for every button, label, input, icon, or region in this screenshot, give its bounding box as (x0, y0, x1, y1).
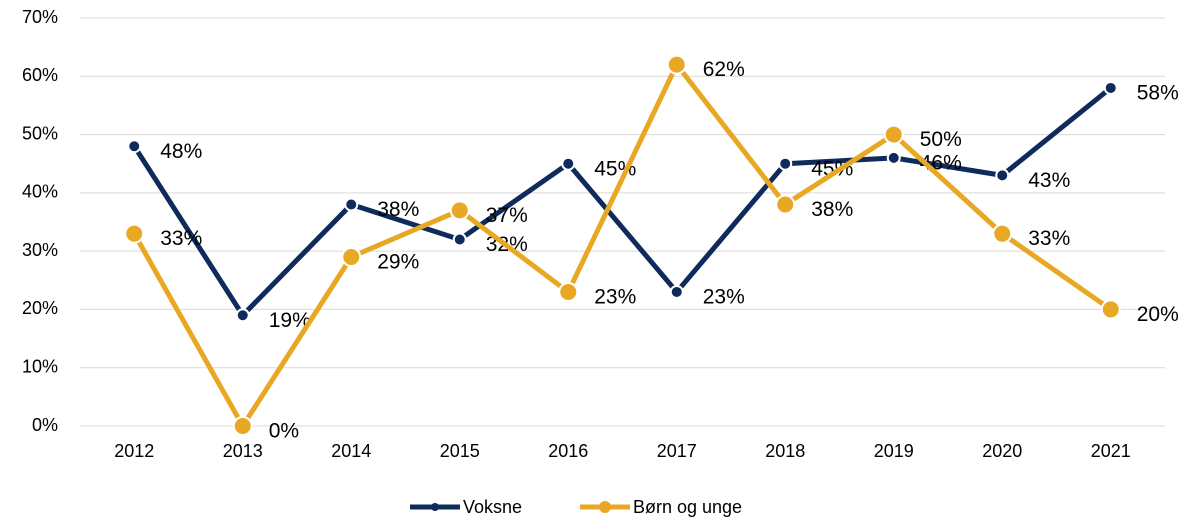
data-label: 43% (1028, 169, 1070, 192)
x-tick-label: 2016 (548, 441, 588, 461)
point (886, 150, 901, 165)
x-tick-label: 2015 (440, 441, 480, 461)
data-label: 58% (1137, 81, 1179, 104)
data-label: 38% (811, 198, 853, 221)
point (558, 281, 579, 302)
data-label: 0% (269, 420, 299, 443)
point (561, 156, 576, 171)
x-tick-label: 2014 (331, 441, 371, 461)
x-tick-label: 2021 (1091, 441, 1131, 461)
y-tick-label: 30% (22, 240, 58, 260)
data-label: 50% (920, 128, 962, 151)
y-tick-label: 40% (22, 182, 58, 202)
point (995, 168, 1010, 183)
data-label: 23% (594, 285, 636, 308)
point (883, 124, 904, 145)
point (992, 223, 1013, 244)
point (127, 139, 142, 154)
x-tick-label: 2012 (114, 441, 154, 461)
data-label: 45% (811, 157, 853, 180)
point (344, 197, 359, 212)
point (452, 232, 467, 247)
data-label: 19% (269, 309, 311, 332)
point (1100, 299, 1121, 320)
data-label: 33% (160, 227, 202, 250)
y-tick-label: 0% (32, 415, 58, 435)
x-tick-label: 2020 (982, 441, 1022, 461)
point (778, 156, 793, 171)
y-tick-label: 60% (22, 65, 58, 85)
y-tick-label: 20% (22, 298, 58, 318)
point (1103, 80, 1118, 95)
legend-label: Voksne (463, 497, 522, 517)
y-tick-label: 70% (22, 7, 58, 27)
legend-label: Børn og unge (633, 497, 742, 517)
data-label: 23% (703, 285, 745, 308)
data-label: 48% (160, 140, 202, 163)
x-tick-label: 2017 (657, 441, 697, 461)
point (235, 308, 250, 323)
legend-marker (431, 503, 439, 511)
x-tick-label: 2013 (223, 441, 263, 461)
point (666, 54, 687, 75)
x-tick-label: 2019 (874, 441, 914, 461)
point (669, 284, 684, 299)
data-label: 38% (377, 198, 419, 221)
data-label: 37% (486, 204, 528, 227)
data-label: 20% (1137, 303, 1179, 326)
x-tick-label: 2018 (765, 441, 805, 461)
data-label: 29% (377, 251, 419, 274)
legend-marker (599, 501, 611, 513)
point (449, 200, 470, 221)
point (341, 246, 362, 267)
y-tick-label: 50% (22, 123, 58, 143)
series-line (132, 85, 1113, 318)
data-label: 62% (703, 58, 745, 81)
data-label: 33% (1028, 227, 1070, 250)
series-line (132, 62, 1113, 429)
point (232, 416, 253, 436)
point (124, 223, 145, 244)
point (775, 194, 796, 215)
y-tick-label: 10% (22, 356, 58, 376)
